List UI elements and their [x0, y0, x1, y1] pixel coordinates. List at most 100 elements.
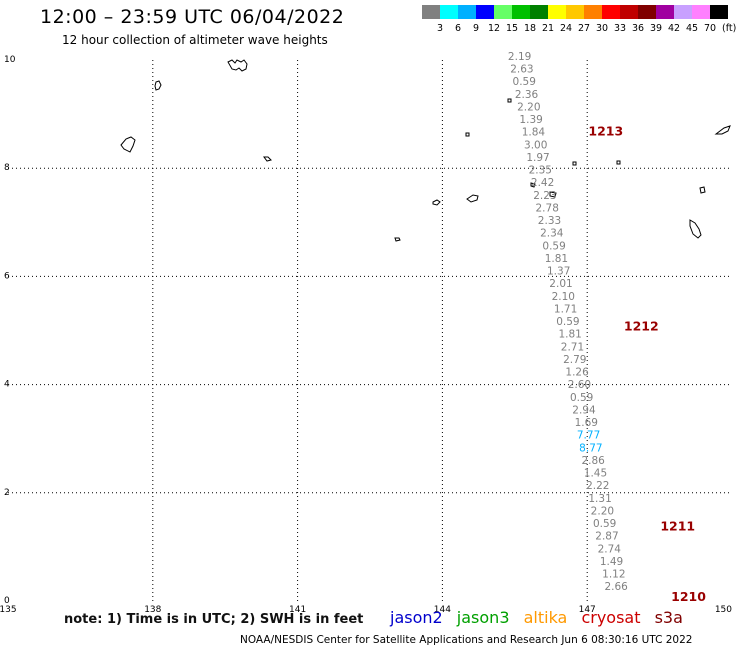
- island-outline: [689, 219, 702, 239]
- pass-number: 1212: [624, 319, 659, 334]
- island-outline: [616, 160, 621, 165]
- scale-swatch: [638, 5, 656, 19]
- island-outline: [530, 182, 536, 188]
- scale-label: 36: [632, 23, 644, 34]
- swh-value: 2.60: [568, 379, 591, 391]
- scale-label: 39: [650, 23, 662, 34]
- swh-value: 1.69: [575, 417, 598, 429]
- page-subtitle: 12 hour collection of altimeter wave hei…: [62, 33, 328, 47]
- lat-tick-label: 8: [4, 163, 10, 173]
- sat-jason2: jason2: [390, 608, 443, 627]
- island-outline: [466, 194, 479, 203]
- swh-value: 1.81: [558, 329, 581, 341]
- island-outline: [432, 199, 441, 206]
- swh-value: 2.23: [533, 190, 556, 202]
- lon-tick-label: 138: [144, 605, 161, 615]
- pass-number: 1210: [671, 589, 706, 604]
- footer-note: note: 1) Time is in UTC; 2) SWH is in fe…: [64, 612, 364, 627]
- sat-cryosat: cryosat: [581, 608, 641, 627]
- island-outline: [714, 125, 731, 135]
- swh-value: 1.37: [547, 266, 570, 278]
- scale-swatch: [440, 5, 458, 19]
- scale-label: 70: [704, 23, 716, 34]
- swh-value: 2.01: [549, 278, 572, 290]
- scale-swatch: [530, 5, 548, 19]
- sat-s3a: s3a: [654, 608, 683, 627]
- scale-label: 24: [560, 23, 572, 34]
- scale-swatch: [512, 5, 530, 19]
- swh-value: 0.59: [513, 76, 536, 88]
- swh-value: 1.71: [554, 303, 577, 315]
- island-outline: [394, 237, 401, 242]
- swh-value: 8.77: [579, 442, 602, 454]
- scale-label: 30: [596, 23, 608, 34]
- footer-credit: NOAA/NESDIS Center for Satellite Applica…: [240, 634, 693, 646]
- pass-number: 1213: [588, 124, 623, 139]
- swh-value: 0.59: [593, 518, 616, 530]
- scale-label: 18: [524, 23, 536, 34]
- swh-value: 1.39: [519, 114, 542, 126]
- swh-value: 2.71: [561, 341, 584, 353]
- pass-number: 1211: [660, 519, 695, 534]
- island-outline: [549, 191, 557, 198]
- swh-value: 7.77: [577, 430, 600, 442]
- scale-unit: (ft): [722, 23, 736, 34]
- island-outline: [699, 186, 706, 194]
- scale-label: 21: [542, 23, 554, 34]
- island-outline: [263, 156, 272, 162]
- scale-swatch: [584, 5, 602, 19]
- scale-label: 12: [488, 23, 500, 34]
- swh-value: 2.22: [586, 480, 609, 492]
- scale-label: 3: [437, 23, 443, 34]
- scale-label: 6: [455, 23, 461, 34]
- swh-value: 2.35: [529, 165, 552, 177]
- swh-value: 1.31: [588, 493, 611, 505]
- scale-label: 27: [578, 23, 590, 34]
- swh-value: 2.66: [604, 581, 628, 593]
- island-outline: [572, 161, 577, 166]
- swh-value: 2.20: [591, 505, 614, 517]
- swh-value: 1.81: [545, 253, 568, 265]
- swh-value: 2.36: [515, 89, 539, 101]
- swh-value: 2.94: [572, 404, 596, 416]
- swh-value: 2.78: [536, 202, 559, 214]
- lat-tick-label: 4: [4, 380, 10, 390]
- scale-swatch: [620, 5, 638, 19]
- swh-value: 2.86: [581, 455, 605, 467]
- sat-altika: altika: [523, 608, 568, 627]
- color-scale-legend: 3 6 9 12 15 18 21 24 27 30 33 36 39 42 45 70 (ft): [422, 5, 736, 34]
- scale-label: 9: [473, 23, 479, 34]
- swh-value: 2.42: [531, 177, 554, 189]
- scale-swatch: [566, 5, 584, 19]
- scale-swatch: [602, 5, 620, 19]
- swh-value: 2.79: [563, 354, 586, 366]
- lat-tick-label: 6: [4, 271, 10, 281]
- island-outline: [227, 59, 248, 72]
- page-title: 12:00 – 23:59 UTC 06/04/2022: [40, 6, 345, 28]
- swh-value: 3.00: [524, 139, 547, 151]
- swh-value: 2.10: [552, 291, 575, 303]
- scale-label: 15: [506, 23, 518, 34]
- swh-value: 0.59: [542, 240, 565, 252]
- scale-swatch: [710, 5, 728, 19]
- lon-tick-label: 144: [434, 605, 451, 615]
- swh-value: 2.20: [517, 101, 540, 113]
- swh-value: 1.97: [526, 152, 549, 164]
- island-outline: [154, 80, 162, 91]
- swh-value: 2.19: [508, 51, 531, 63]
- swh-value: 1.26: [565, 367, 589, 379]
- swh-value: 1.45: [584, 468, 607, 480]
- scale-swatch: [548, 5, 566, 19]
- swh-value: 1.84: [522, 127, 546, 139]
- satellite-legend: jason2 jason3 altika cryosat s3a: [390, 608, 692, 627]
- swh-value: 0.59: [570, 392, 593, 404]
- swh-value: 1.49: [600, 556, 623, 568]
- island-outline: [465, 132, 470, 137]
- swh-value: 2.33: [538, 215, 561, 227]
- scale-swatch: [656, 5, 674, 19]
- scale-label: 33: [614, 23, 626, 34]
- swh-value: 1.12: [602, 569, 625, 581]
- scale-swatch: [692, 5, 710, 19]
- scale-label: 42: [668, 23, 680, 34]
- lon-tick-label: 150: [715, 605, 732, 615]
